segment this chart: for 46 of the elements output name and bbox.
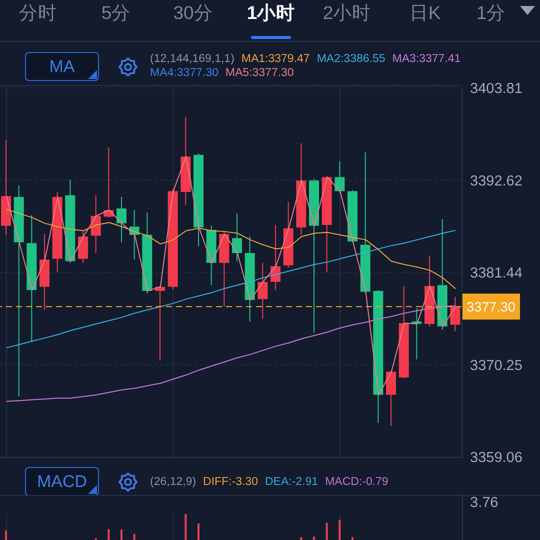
bar (338, 520, 341, 540)
text: 日K (408, 1, 442, 25)
bar (352, 537, 354, 540)
legend-label: MA4:3377.30 (150, 66, 218, 80)
text: MA3:3377.41 (392, 52, 461, 66)
bar (313, 536, 315, 540)
bar (198, 523, 200, 540)
candlestick (258, 262, 268, 320)
bar (326, 522, 328, 540)
candlestick (270, 224, 280, 291)
line-series (6, 230, 456, 348)
bar (184, 514, 187, 540)
text: (12,144,169,1,1) (150, 52, 234, 66)
candlestick (78, 231, 88, 264)
indicator-button: MACD (25, 467, 99, 496)
text: 2小时 (322, 1, 372, 25)
text: 30分 (172, 1, 214, 25)
text: 1分 (475, 1, 507, 25)
bar (133, 534, 136, 540)
text: (26,12,9) (150, 475, 196, 489)
text: 分时 (18, 1, 58, 25)
y-tick-label: 3403.81 (470, 81, 522, 98)
indicator-button: MA (25, 52, 99, 81)
candlestick (450, 296, 460, 332)
y-tick-label: 3381.44 (470, 266, 522, 282)
bar (108, 529, 110, 540)
text: MA1:3379.47 (241, 52, 310, 66)
y-tick-label: 3370.25 (470, 358, 522, 374)
text: MA5:3377.30 (225, 66, 294, 80)
text: DEA:-2.91 (265, 475, 318, 489)
text: 5分 (100, 1, 132, 25)
bar (5, 530, 7, 540)
ref-line-label: 3377.30 (466, 299, 516, 314)
text: 1小时 (246, 1, 296, 25)
candlestick (334, 160, 345, 194)
text: MACD:-0.79 (325, 475, 388, 489)
text: DIFF:-3.30 (203, 475, 258, 489)
text: MA2:3386.55 (316, 52, 386, 66)
bar (120, 530, 122, 540)
bar (300, 537, 302, 540)
candlestick (116, 196, 126, 243)
y-tick-label: 3392.62 (470, 173, 522, 190)
y-tick-label: 3359.06 (470, 450, 522, 466)
text: 3.76 (470, 495, 498, 511)
candlestick (386, 370, 396, 427)
candlestick (232, 212, 242, 262)
